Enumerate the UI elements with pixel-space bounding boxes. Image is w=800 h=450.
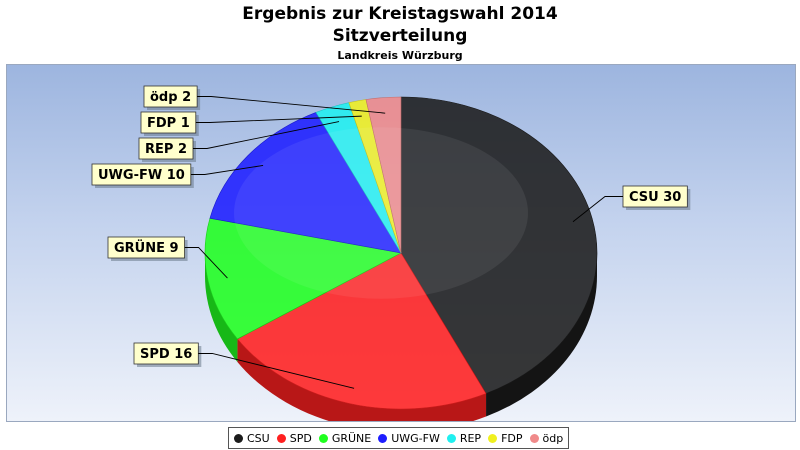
pie-side-0 (486, 253, 597, 417)
label-text-uwg-fw: UWG-FW 10 (98, 168, 185, 183)
label-grüne: GRÜNE 9 (107, 236, 228, 279)
leader-line (193, 121, 340, 149)
pie-slice-grüne (204, 217, 402, 340)
legend-label: GRÜNE (331, 431, 372, 445)
pie-sides (205, 253, 597, 421)
legend-swatch (378, 433, 388, 443)
legend-item-ödp: ödp (529, 431, 564, 445)
label-spd: SPD 16 (133, 342, 355, 389)
pie-chart: CSU 30 SPD 16 GRÜNE 9 UWG-FW 10 REP 2 FDP 1 öd… (91, 85, 691, 421)
label-text-ödp: ödp 2 (150, 90, 191, 105)
legend-swatch (234, 433, 243, 443)
leader-line (198, 353, 355, 389)
pie-slice-spd (236, 252, 487, 410)
legend-item-fdp: FDP (488, 431, 523, 445)
legend: CSU SPD GRÜNE UWG-FW REP FDP ödp (228, 427, 570, 449)
pie-slice-csu (400, 96, 598, 394)
legend-item-spd: SPD (276, 431, 312, 445)
label-rep: REP 2 (138, 121, 340, 162)
legend-swatch (318, 433, 328, 443)
label-csu: CSU 30 (572, 185, 691, 223)
legend-label: REP (459, 431, 482, 445)
chart-title: Ergebnis zur Kreistagswahl 2014 (242, 4, 558, 24)
label-fdp: FDP 1 (140, 111, 362, 136)
label-text-spd: SPD 16 (140, 347, 192, 362)
legend-label: CSU (247, 431, 270, 445)
legend-swatch (529, 433, 539, 443)
legend-label: FDP (501, 431, 523, 445)
leader-line (184, 247, 228, 279)
leader-line (195, 115, 362, 123)
legend-label: ödp (542, 431, 564, 445)
label-text-grüne: GRÜNE 9 (114, 240, 179, 256)
pie-gloss (234, 127, 528, 299)
pie-slice-uwg-fw (209, 112, 402, 254)
legend-label: UWG-FW (391, 431, 440, 445)
label-text-fdp: FDP 1 (147, 116, 190, 131)
legend-swatch (276, 433, 286, 443)
label-text-csu: CSU 30 (629, 190, 681, 205)
legend-swatch (446, 433, 456, 443)
legend-item-rep: REP (446, 431, 482, 445)
pie-labels: CSU 30 SPD 16 GRÜNE 9 UWG-FW 10 REP 2 FDP 1 öd… (91, 85, 691, 389)
legend-label: SPD (289, 431, 312, 445)
chart-region: Landkreis Würzburg (337, 49, 463, 62)
label-text-rep: REP 2 (145, 142, 187, 157)
legend-swatch (488, 433, 498, 443)
label-ödp: ödp 2 (143, 85, 386, 114)
pie-side-1 (237, 338, 487, 421)
legend-item-csu: CSU (234, 432, 270, 445)
pie-side-2 (205, 253, 238, 362)
legend-item-uwg-fw: UWG-FW (378, 432, 440, 445)
legend-item-grüne: GRÜNE (318, 431, 372, 445)
pie-slices (204, 96, 598, 410)
leader-line (572, 196, 623, 223)
chart-subtitle: Sitzverteilung (332, 26, 468, 46)
pie-slice-ödp (365, 96, 402, 254)
label-uwg-fw: UWG-FW 10 (91, 163, 264, 188)
leader-line (190, 165, 264, 175)
leader-line (197, 96, 386, 114)
plot-area: CSU 30 SPD 16 GRÜNE 9 UWG-FW 10 REP 2 FDP 1 öd… (6, 64, 796, 422)
